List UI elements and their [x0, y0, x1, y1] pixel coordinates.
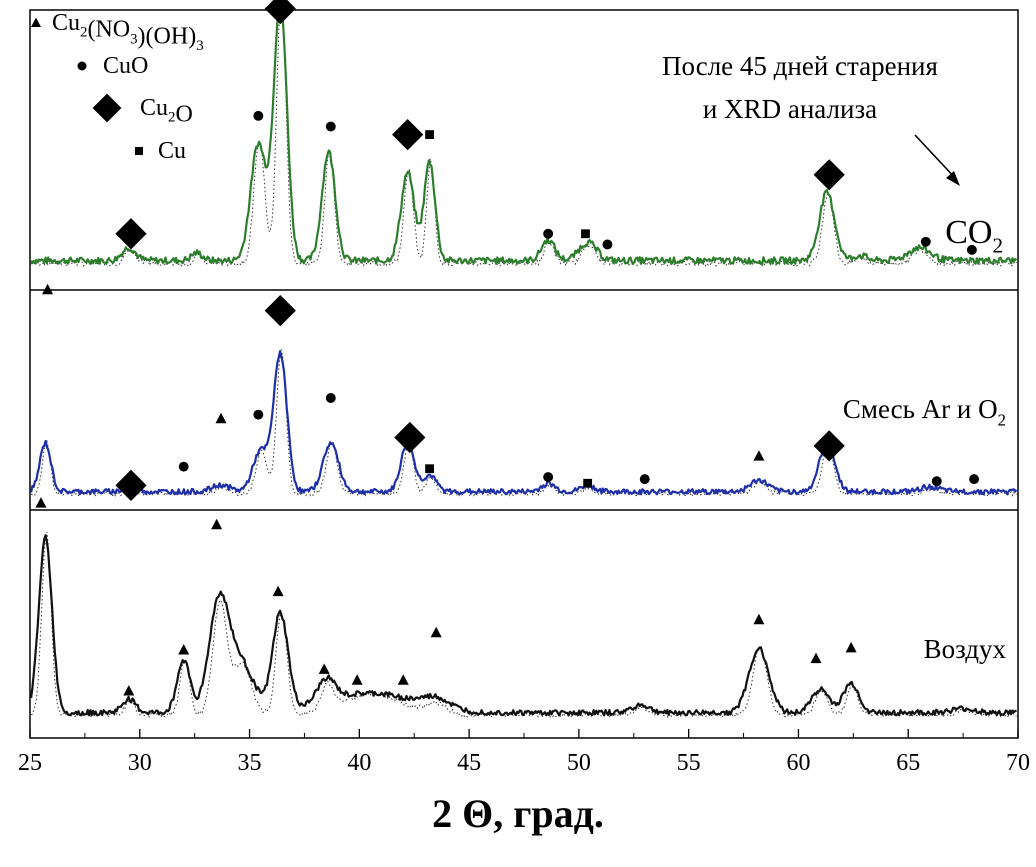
peak-marker-circle	[931, 476, 942, 487]
peak-marker-triangle	[318, 663, 330, 674]
legend-marker-circle	[77, 61, 87, 71]
peak-marker-circle	[178, 461, 189, 472]
x-tick-label: 35	[238, 750, 262, 776]
peak-marker-triangle	[397, 674, 409, 685]
peak-marker-triangle	[845, 641, 857, 653]
peak-marker-square	[425, 130, 434, 139]
annotation-arrow	[914, 134, 958, 181]
peak-marker-diamond	[813, 430, 845, 462]
peak-marker-circle	[253, 110, 264, 121]
series-line	[30, 7, 1018, 265]
x-tick-label: 45	[457, 750, 481, 776]
x-tick-label: 50	[567, 750, 591, 776]
annotation-arrowhead	[946, 171, 960, 186]
peak-marker-square	[583, 478, 593, 488]
peak-marker-diamond	[115, 218, 147, 250]
x-tick-label: 65	[896, 750, 920, 776]
series-line	[30, 350, 1018, 496]
x-tick-label: 25	[18, 750, 42, 776]
peak-marker-triangle	[753, 613, 765, 625]
peak-marker-diamond	[392, 119, 424, 151]
peak-marker-triangle	[272, 585, 284, 597]
x-tick-label: 70	[1006, 750, 1030, 776]
legend-label: CuO	[103, 53, 148, 79]
peak-marker-diamond	[264, 0, 296, 25]
series-line	[30, 534, 1017, 717]
peak-marker-triangle	[810, 652, 822, 664]
peak-marker-diamond	[115, 469, 147, 501]
panel-label-air: Воздух	[924, 634, 1007, 664]
peak-marker-triangle	[753, 450, 765, 461]
annotation-line-1: После 45 дней старения	[662, 51, 938, 81]
peak-marker-circle	[543, 472, 554, 482]
peak-marker-circle	[325, 121, 336, 132]
peak-marker-square	[425, 464, 434, 474]
panel-label-ar-o2: Смесь Ar и O2	[843, 394, 1006, 430]
peak-marker-diamond	[813, 159, 845, 191]
annotation-line-2: и XRD анализа	[703, 94, 877, 124]
legend-label: Cu	[158, 138, 186, 164]
legend-label: Cu2O	[140, 95, 193, 128]
peak-marker-circle	[920, 236, 931, 247]
peak-marker-circle	[602, 239, 613, 250]
peak-marker-square	[581, 229, 590, 239]
legend-marker-square	[135, 147, 143, 155]
reference-pattern-dotted	[30, 531, 1017, 719]
peak-marker-triangle	[211, 518, 223, 530]
peak-marker-triangle	[35, 497, 47, 508]
legend-marker-diamond	[92, 93, 122, 123]
peak-marker-triangle	[42, 283, 54, 295]
peak-marker-diamond	[264, 295, 296, 327]
peak-marker-circle	[639, 474, 650, 485]
peak-marker-circle	[325, 393, 336, 403]
x-axis-label: 2 Θ, град.	[432, 791, 604, 836]
legend-marker-triangle	[31, 17, 41, 27]
x-tick-label: 40	[347, 750, 371, 776]
peak-marker-circle	[253, 409, 264, 420]
peak-marker-diamond	[394, 421, 426, 454]
x-tick-label: 55	[677, 750, 701, 776]
peak-marker-triangle	[351, 674, 363, 685]
peak-marker-circle	[966, 244, 977, 255]
peak-marker-circle	[543, 228, 554, 239]
legend-label: Cu2(NO3)(OH)3	[52, 10, 204, 54]
panel-label-co2: CO2	[945, 214, 1003, 258]
peak-marker-triangle	[178, 644, 190, 655]
x-tick-label: 60	[786, 750, 810, 776]
peak-marker-triangle	[215, 412, 227, 424]
peak-marker-circle	[969, 474, 980, 485]
x-tick-label: 30	[128, 750, 152, 776]
peak-marker-triangle	[123, 685, 135, 696]
peak-marker-triangle	[430, 626, 442, 638]
